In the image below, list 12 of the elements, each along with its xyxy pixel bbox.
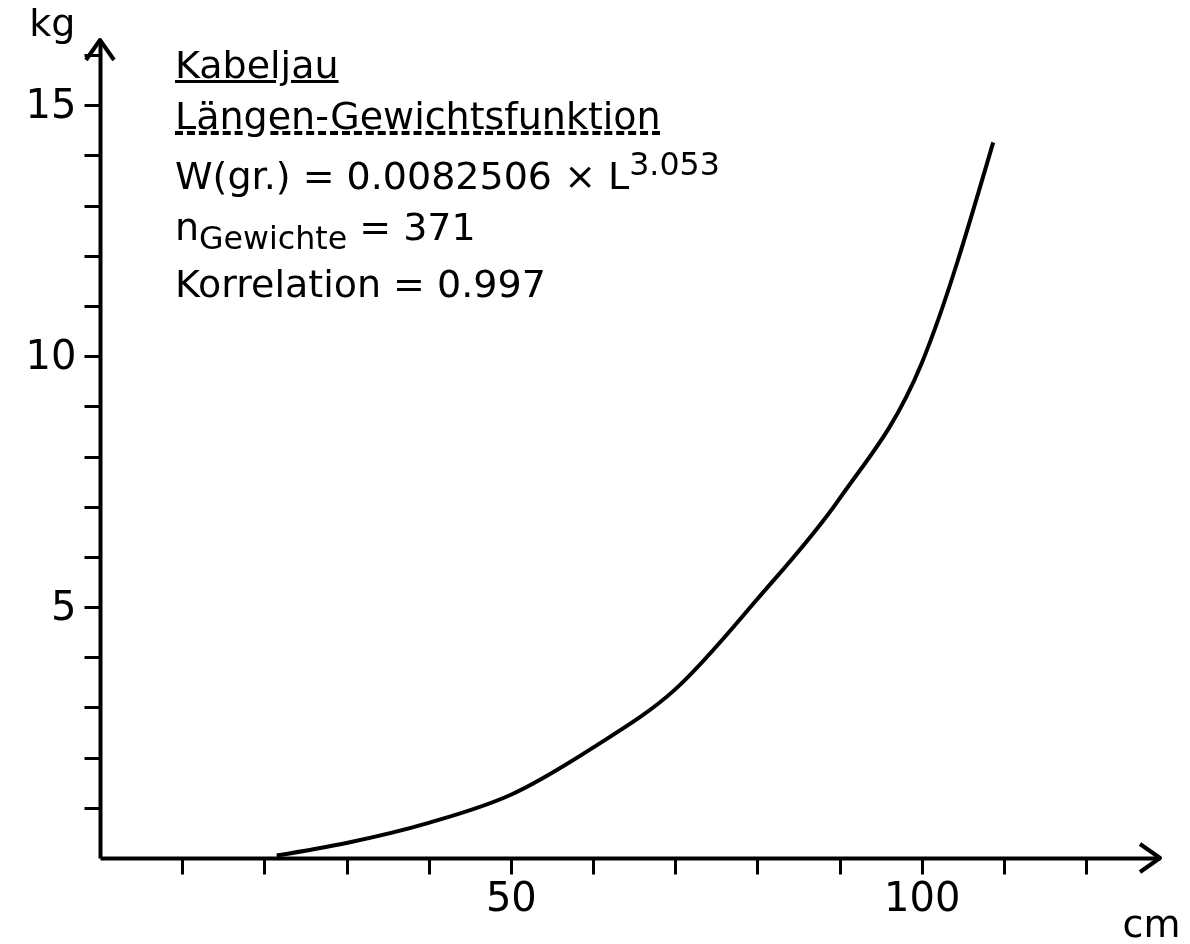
text: Längen-Gewichtsfunktion <box>175 93 662 141</box>
y-axis-title: kg <box>29 0 76 45</box>
y-tick-label: 5 <box>51 582 77 629</box>
x-axis-title: cm <box>1122 901 1181 944</box>
annotation: Korrelation = 0.997 <box>175 260 547 308</box>
x-tick-label: 100 <box>884 873 961 920</box>
chart-title: Kabeljau <box>175 42 340 89</box>
annotation: n$_{Gewichte}$ = 371 <box>175 203 477 258</box>
y-tick-label: 10 <box>25 331 77 378</box>
annotation: W(gr.) = 0.0082506 × L$^{3.053}$ <box>175 144 720 200</box>
y-tick-label: 15 <box>25 80 77 127</box>
x-tick-label: 50 <box>485 873 537 920</box>
